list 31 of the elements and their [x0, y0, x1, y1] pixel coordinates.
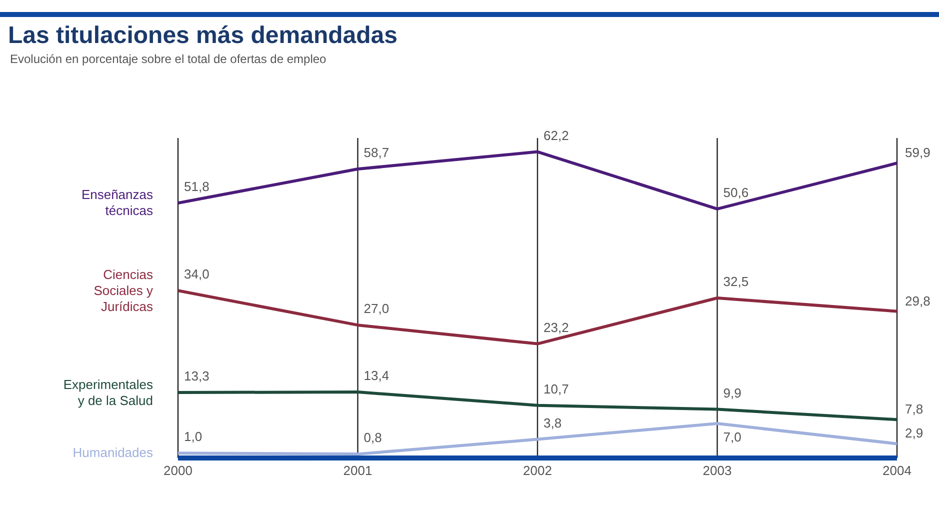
data-label: 10,7 [544, 381, 569, 396]
data-label: 29,8 [905, 293, 930, 308]
data-label: 13,3 [184, 368, 210, 384]
x-tick-label: 2004 [882, 463, 912, 478]
data-label: 58,7 [364, 145, 390, 160]
chart-subtitle: Evolución en porcentaje sobre el total de ofertas de empleo [10, 52, 326, 66]
data-label: 27,0 [364, 301, 390, 316]
data-label: 7,0 [723, 430, 742, 445]
data-label: 7,8 [905, 402, 924, 417]
data-label: 9,9 [723, 385, 742, 400]
chart-title: Las titulaciones más demandadas [8, 22, 398, 50]
data-label: 59,9 [905, 145, 930, 160]
data-label: 23,2 [544, 320, 569, 335]
x-tick-label: 2003 [702, 463, 732, 478]
x-tick-label: 2001 [343, 463, 372, 478]
series-label: Enseñanzas técnicas [81, 186, 153, 219]
x-tick-label: 2000 [164, 463, 192, 478]
series-label: Humanidades [72, 445, 153, 462]
data-label: 34,0 [184, 266, 210, 282]
data-label: 50,6 [723, 184, 749, 200]
data-label: 3,8 [544, 415, 562, 430]
series-label: Experimentales y de la Salud [63, 376, 153, 409]
data-label: 51,8 [184, 178, 210, 194]
data-label: 2,9 [905, 426, 924, 441]
data-label: 62,2 [544, 128, 569, 143]
x-tick-label: 2002 [523, 463, 552, 478]
data-label: 32,5 [723, 274, 749, 289]
data-label: 0,8 [364, 430, 382, 446]
series-label: Ciencias Sociales y Jurídicas [94, 266, 153, 315]
data-label: 1,0 [184, 429, 202, 444]
data-label: 13,4 [364, 368, 390, 384]
